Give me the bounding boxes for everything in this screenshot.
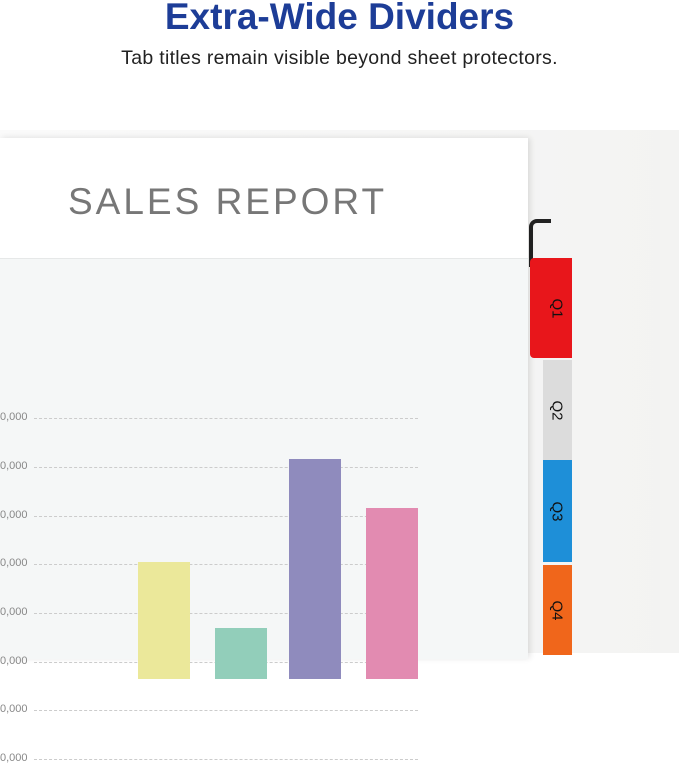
headline: Extra-Wide Dividers [164, 0, 515, 37]
bar [289, 459, 341, 679]
tab-label: Q4 [548, 599, 566, 621]
tab-label: Q2 [548, 399, 566, 421]
y-tick-label: 0,000 [0, 703, 28, 716]
y-tick-label: 0,000 [0, 459, 28, 472]
y-tick-label: 0,000 [0, 508, 28, 521]
y-tick-label: 0,000 [0, 411, 28, 424]
subheadline: Tab titles remain visible beyond sheet p… [121, 47, 558, 69]
gridline [34, 710, 418, 712]
binder-ring [529, 219, 551, 267]
gridline [34, 612, 418, 614]
tab-label: Q1 [548, 297, 566, 319]
report-title: SALES REPORT [68, 181, 388, 222]
gridline [34, 515, 418, 517]
gridline [34, 418, 418, 420]
tab-q4[interactable]: Q4 [543, 565, 572, 655]
report-sheet: SALES REPORT 0,000 0,000 0,000 0,000 0,000 0,… [0, 138, 528, 764]
bar-chart: 0,000 0,000 0,000 0,000 0,000 0,000 0,000 0,000 [0, 258, 528, 764]
bar [138, 561, 190, 679]
bar [366, 508, 418, 679]
gridline [34, 759, 418, 760]
y-tick-label: 0,000 [0, 605, 28, 618]
gridline [34, 466, 418, 468]
tab-q2[interactable]: Q2 [543, 360, 572, 460]
gridline [34, 564, 418, 566]
tab-q1[interactable]: Q1 [530, 258, 572, 358]
y-tick-label: 0,000 [0, 654, 28, 667]
y-tick-label: 0,000 [0, 557, 28, 570]
y-tick-label: 0,000 [0, 752, 28, 764]
tab-q3[interactable]: Q3 [543, 460, 572, 562]
bar [215, 627, 267, 679]
tab-label: Q3 [548, 500, 566, 522]
